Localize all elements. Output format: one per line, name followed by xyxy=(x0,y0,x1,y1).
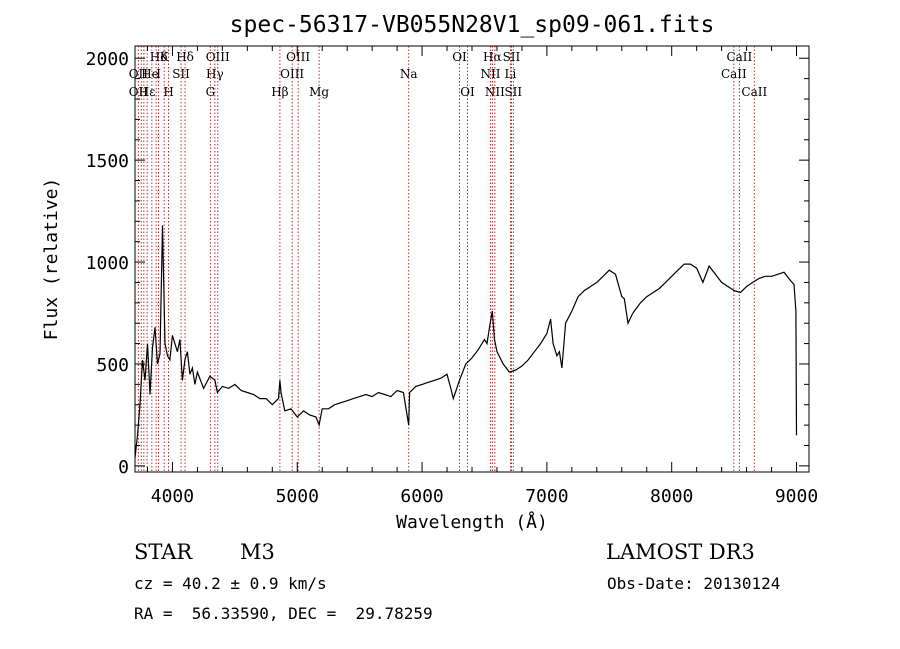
x-axis-ticks: 4000 5000 6000 7000 8000 9000 xyxy=(146,46,818,507)
spectral-line-label: G xyxy=(206,85,216,99)
x-tick-label: 9000 xyxy=(775,486,818,507)
y-tick-label: 0 xyxy=(118,457,129,478)
spectral-line-label: OIII xyxy=(206,50,230,64)
spectral-line-label: NII xyxy=(485,85,505,99)
spectral-line-label: Hε xyxy=(139,85,156,99)
survey-name: LAMOST DR3 xyxy=(606,540,755,564)
spectral-line-label: CaII xyxy=(741,85,767,99)
spectral-line-markers xyxy=(137,46,755,472)
x-tick-label: 8000 xyxy=(650,486,693,507)
ra-dec-coordinates: RA = 56.33590, DEC = 29.78259 xyxy=(134,604,433,623)
spectral-line-label: K xyxy=(160,50,170,64)
y-tick-label: 500 xyxy=(96,355,129,376)
spectral-line-label: Hδ xyxy=(176,50,194,64)
spectral-line-label: Hγ xyxy=(206,67,224,81)
spectral-line-label: Hα xyxy=(483,50,502,64)
spectral-line-label: Hδ xyxy=(150,50,168,64)
spectrum-line xyxy=(134,225,798,458)
spectral-line-label: Hβ xyxy=(271,85,288,99)
spectral-line-label: OII xyxy=(129,85,149,99)
object-class: STAR xyxy=(134,540,193,564)
spectral-line-label: Li xyxy=(505,67,517,81)
spectral-line-label: SII xyxy=(503,50,521,64)
redshift-velocity: cz = 40.2 ± 0.9 km/s xyxy=(134,574,327,593)
x-tick-label: 6000 xyxy=(400,486,443,507)
chart-title: spec-56317-VB055N28V1_sp09-061.fits xyxy=(230,12,715,38)
spectral-line-label: Mg xyxy=(309,85,329,99)
plot-frame xyxy=(134,45,810,473)
spectral-line-label: OIII xyxy=(286,50,310,64)
spectral-line-label: OI xyxy=(460,85,475,99)
y-axis-label: Flux (relative) xyxy=(41,178,62,341)
spectral-line-label: I xyxy=(156,67,161,81)
x-axis-label: Wavelength (Å) xyxy=(396,511,548,533)
spectral-line-label: OI xyxy=(452,50,467,64)
spectral-line-label: He xyxy=(141,67,159,81)
spectral-line-label: Na xyxy=(400,67,418,81)
x-tick-label: 5000 xyxy=(276,486,319,507)
spectral-line-label: SII xyxy=(172,67,190,81)
observation-date: Obs-Date: 20130124 xyxy=(607,574,781,593)
x-tick-label: 4000 xyxy=(151,486,194,507)
y-tick-label: 1500 xyxy=(86,151,129,172)
spectral-line-label: OIII xyxy=(280,67,304,81)
y-axis-ticks: 0 500 1000 1500 2000 xyxy=(86,49,809,478)
spectral-line-label: CaII xyxy=(726,50,752,64)
object-subclass: M3 xyxy=(240,540,275,564)
spectral-line-label: CaII xyxy=(721,67,747,81)
spectral-line-label: NII xyxy=(480,67,500,81)
y-tick-label: 2000 xyxy=(86,49,129,70)
spectral-line-label: H xyxy=(163,85,173,99)
x-tick-label: 7000 xyxy=(525,486,568,507)
y-tick-label: 1000 xyxy=(86,253,129,274)
spectral-line-label: OII xyxy=(129,67,149,81)
spectral-line-label: SII xyxy=(504,85,522,99)
